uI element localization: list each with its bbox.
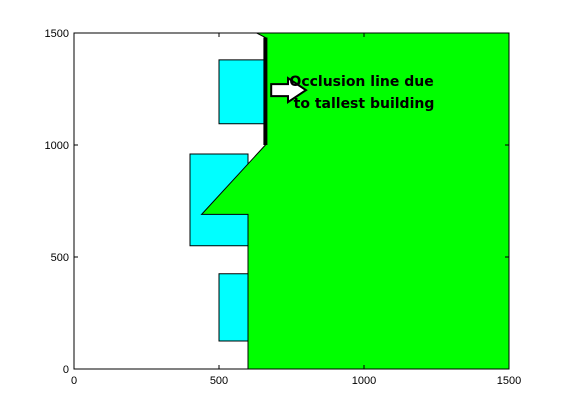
data-layer	[189, 32, 510, 370]
y-tick-label: 0	[63, 364, 69, 376]
right-arrow-icon	[270, 76, 308, 104]
y-tick-label: 500	[51, 252, 69, 264]
axes-box	[73, 32, 510, 370]
annotation-line-1: Occlusion line due	[289, 74, 433, 90]
occlusion-annotation: Occlusion line due to tallest building	[289, 74, 438, 112]
y-tick-label: 1500	[45, 28, 69, 40]
building-3	[218, 59, 266, 125]
x-tick-label: 1500	[497, 375, 521, 387]
x-tick-label: 1000	[352, 375, 376, 387]
building-1	[218, 273, 249, 342]
annotation-line-2: to tallest building	[294, 96, 435, 112]
tick-layer: 0 500 1000 1500 0 500 1000 1500	[45, 28, 522, 387]
x-tick-label: 0	[71, 375, 77, 387]
y-tick-label: 1000	[45, 140, 69, 152]
x-tick-label: 500	[210, 375, 228, 387]
annotation-layer: Occlusion line due to tallest building	[270, 74, 438, 112]
